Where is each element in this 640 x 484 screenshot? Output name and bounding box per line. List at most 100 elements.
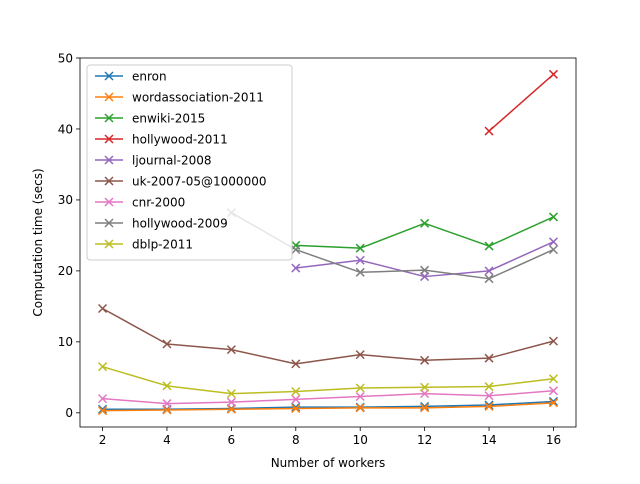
data-point <box>484 400 494 410</box>
data-point <box>548 237 558 247</box>
series-line <box>102 402 554 412</box>
data-point <box>484 382 494 392</box>
data-point <box>162 339 172 349</box>
data-point <box>98 404 108 414</box>
legend-item: wordassociation-2011 <box>95 90 264 104</box>
data-point <box>98 362 108 372</box>
y-tick-label: 20 <box>58 264 73 278</box>
x-tick-label: 6 <box>228 433 236 447</box>
data-point <box>548 396 558 406</box>
x-tick-label: 12 <box>417 433 432 447</box>
data-point <box>355 403 365 413</box>
data-point <box>484 353 494 363</box>
x-tick-label: 14 <box>481 433 496 447</box>
data-point <box>355 391 365 402</box>
legend-item: hollywood-2011 <box>95 132 228 146</box>
legend-item: enron <box>95 69 167 83</box>
legend-label: dblp-2011 <box>132 237 193 251</box>
data-point <box>291 404 301 414</box>
data-point <box>291 245 301 255</box>
x-tick-label: 4 <box>163 433 171 447</box>
legend-label: ljournal-2008 <box>132 153 212 167</box>
legend-label: hollywood-2011 <box>132 132 228 146</box>
x-tick-label: 2 <box>99 433 107 447</box>
legend-item: ljournal-2008 <box>95 153 212 167</box>
data-point <box>420 265 430 275</box>
y-tick-label: 50 <box>58 51 73 65</box>
legend-marker <box>104 218 114 228</box>
legend-marker <box>104 92 114 102</box>
series-6 <box>98 386 558 409</box>
data-point <box>548 212 558 222</box>
data-point <box>484 266 494 276</box>
data-point <box>548 69 558 79</box>
data-point <box>420 218 430 228</box>
series-3 <box>484 69 558 136</box>
legend-marker <box>104 197 114 207</box>
series-line <box>102 365 554 395</box>
y-tick-label: 30 <box>58 193 73 207</box>
y-tick-label: 40 <box>58 122 73 136</box>
x-axis-label: Number of workers <box>271 456 386 470</box>
data-point <box>548 245 558 255</box>
legend: enron wordassociation-2011 enwiki-2015 holl… <box>86 64 293 261</box>
legend-item: cnr-2000 <box>95 195 185 209</box>
legend-box <box>86 64 293 261</box>
legend-item: enwiki-2015 <box>95 111 205 125</box>
x-axis-ticks: 2 4 6 8 10 12 14 16 <box>99 427 561 447</box>
data-point <box>98 394 108 404</box>
legend-label: enwiki-2015 <box>132 111 205 125</box>
data-point <box>226 345 236 355</box>
series-5 <box>98 303 558 369</box>
data-point <box>548 398 558 408</box>
data-point <box>484 391 494 401</box>
data-point <box>420 355 430 365</box>
data-point <box>484 401 494 411</box>
series-line <box>102 390 554 405</box>
y-tick-label: 10 <box>58 335 73 349</box>
data-point <box>291 402 301 412</box>
data-point <box>162 381 172 391</box>
x-tick-label: 16 <box>546 433 561 447</box>
data-point <box>98 406 108 416</box>
series-line <box>488 73 554 132</box>
data-point <box>548 374 558 384</box>
data-point <box>355 350 365 360</box>
legend-label: wordassociation-2011 <box>132 90 264 104</box>
data-point <box>291 394 301 404</box>
data-point <box>420 382 430 392</box>
data-point <box>355 267 365 277</box>
data-point <box>484 241 494 251</box>
legend-marker <box>104 239 114 249</box>
data-point <box>548 386 558 396</box>
data-point <box>355 383 365 393</box>
y-axis-label: Computation time (secs) <box>31 168 45 316</box>
legend-item: dblp-2011 <box>95 237 193 251</box>
data-point <box>484 126 494 136</box>
data-point <box>162 399 172 409</box>
legend-label: enron <box>132 69 167 83</box>
data-point <box>355 243 365 253</box>
x-tick-label: 10 <box>353 433 368 447</box>
x-tick-label: 8 <box>292 433 300 447</box>
data-point <box>226 397 236 407</box>
data-point <box>548 336 558 346</box>
legend-marker <box>104 134 114 144</box>
legend-label: cnr-2000 <box>132 195 185 209</box>
data-point <box>355 255 365 265</box>
axes-frame <box>79 57 577 428</box>
legend-item: uk-2007-05@1000000 <box>95 174 266 188</box>
legend-item: hollywood-2009 <box>95 216 228 230</box>
data-point <box>291 263 301 273</box>
data-point <box>291 386 301 397</box>
legend-marker <box>104 71 114 81</box>
legend-marker <box>104 113 114 123</box>
legend-marker <box>104 155 114 165</box>
legend-marker <box>104 176 114 186</box>
series-line <box>102 307 554 365</box>
data-point <box>226 389 236 399</box>
data-point <box>226 404 236 414</box>
data-point <box>291 359 301 369</box>
